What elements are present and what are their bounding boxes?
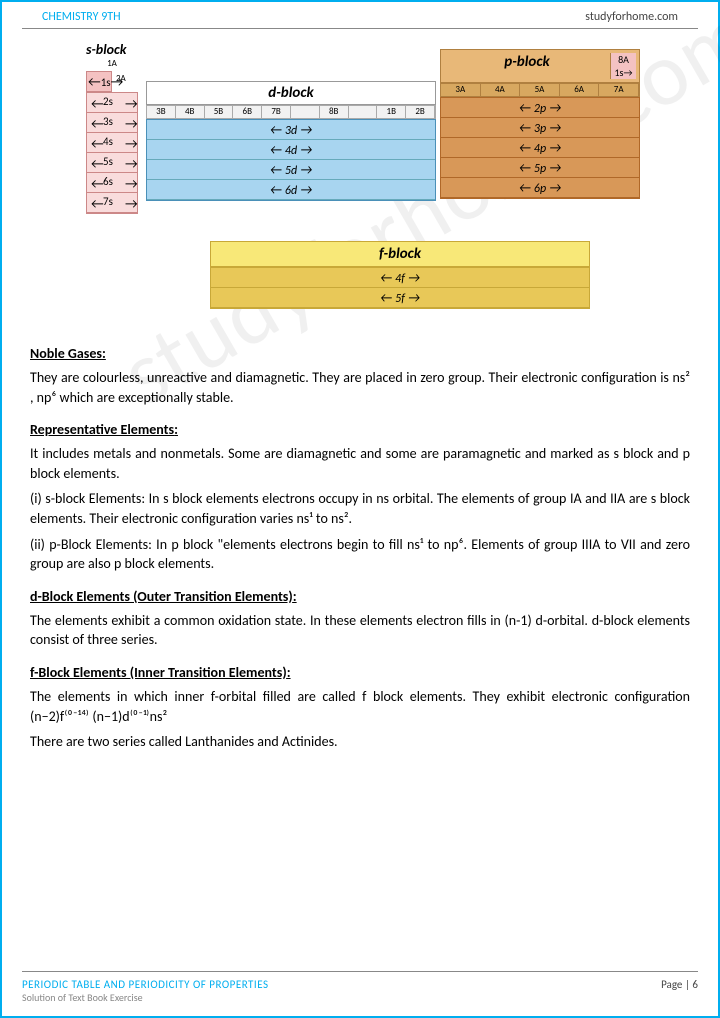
p-block-body: ← 2p → ← 3p → ← 4p → ← 5p → ← 6p → — [440, 97, 640, 199]
f-row: ← 5f → — [211, 288, 589, 308]
representative-text: It includes metals and nonmetals. Some a… — [30, 444, 690, 483]
fblock-text1: The elements in which inner f-orbital fi… — [30, 687, 690, 726]
dblock-heading: d-Block Elements (Outer Transition Eleme… — [30, 588, 690, 605]
header-left: CHEMISTRY 9TH — [42, 10, 121, 24]
noble-gases-text: They are colourless, unreactive and diam… — [30, 368, 690, 407]
s-block-1s: ←1s→ — [86, 71, 112, 92]
s-block-title: s-block — [86, 41, 138, 58]
s-block-2a: 2A — [116, 73, 126, 84]
s-row: ←5s→ — [87, 153, 137, 173]
d-block-body: ← 3d → ← 4d → ← 5d → ← 6d → — [146, 119, 436, 201]
s-row: ←6s→ — [87, 173, 137, 193]
f-block: f-block ← 4f → ← 5f → — [210, 241, 590, 309]
footer-page: Page | 6 — [661, 978, 698, 1004]
s-row: ←4s→ — [87, 133, 137, 153]
page-header: CHEMISTRY 9TH studyforhome.com — [22, 2, 698, 29]
pblock-item: (ii) p-Block Elements: In p block "eleme… — [30, 535, 690, 574]
footer-sub: Solution of Text Book Exercise — [22, 991, 269, 1004]
fblock-heading: f-Block Elements (Inner Transition Eleme… — [30, 664, 690, 681]
s-row: ←2s→ — [87, 93, 137, 113]
s-block-rows: ←2s→ ←3s→ ←4s→ ←5s→ ←6s→ ←7s→ — [86, 92, 138, 214]
p-row: ← 3p → — [441, 118, 639, 138]
p-row: ← 5p → — [441, 158, 639, 178]
p-block-8a: 8A1s→ — [610, 53, 636, 79]
s-row: ←3s→ — [87, 113, 137, 133]
footer-title: PERIODIC TABLE AND PERIODICITY OF PROPER… — [22, 978, 269, 991]
f-block-title: f-block — [210, 241, 590, 267]
p-block: p-block 8A1s→ 3A4A5A6A7A ← 2p → ← 3p → ←… — [440, 49, 640, 199]
s-row: ←7s→ — [87, 193, 137, 213]
p-row: ← 6p → — [441, 178, 639, 198]
d-row: ← 6d → — [147, 180, 435, 200]
d-block: d-block 3B4B5B6B7B8B1B2B ← 3d → ← 4d → ←… — [146, 81, 436, 201]
d-row: ← 5d → — [147, 160, 435, 180]
d-row: ← 4d → — [147, 140, 435, 160]
fblock-text2: There are two series called Lanthanides … — [30, 732, 690, 752]
f-row: ← 4f → — [211, 268, 589, 288]
dblock-text: The elements exhibit a common oxidation … — [30, 611, 690, 650]
sblock-item: (i) s-block Elements: In s block element… — [30, 489, 690, 528]
d-row: ← 3d → — [147, 120, 435, 140]
p-row: ← 2p → — [441, 98, 639, 118]
periodic-blocks-diagram: s-block 1A ←1s→ 2A ←2s→ ←3s→ ←4s→ ←5s→ ←… — [80, 41, 640, 321]
p-block-cols: 3A4A5A6A7A — [440, 83, 640, 97]
representative-heading: Representative Elements: — [30, 421, 690, 438]
d-block-cols: 3B4B5B6B7B8B1B2B — [146, 105, 436, 119]
d-block-title: d-block — [146, 81, 436, 105]
f-block-body: ← 4f → ← 5f → — [210, 267, 590, 309]
page-footer: PERIODIC TABLE AND PERIODICITY OF PROPER… — [22, 971, 698, 1004]
s-block-1a: 1A — [86, 58, 138, 69]
footer-left: PERIODIC TABLE AND PERIODICITY OF PROPER… — [22, 978, 269, 1004]
s-block: s-block 1A ←1s→ 2A ←2s→ ←3s→ ←4s→ ←5s→ ←… — [86, 41, 138, 214]
p-block-title: p-block — [444, 53, 610, 79]
p-row: ← 4p → — [441, 138, 639, 158]
noble-gases-heading: Noble Gases: — [30, 345, 690, 362]
header-right: studyforhome.com — [585, 10, 678, 24]
p-block-title-row: p-block 8A1s→ — [440, 49, 640, 83]
content-area: studyforhome.com s-block 1A ←1s→ 2A ←2s→… — [2, 29, 718, 764]
